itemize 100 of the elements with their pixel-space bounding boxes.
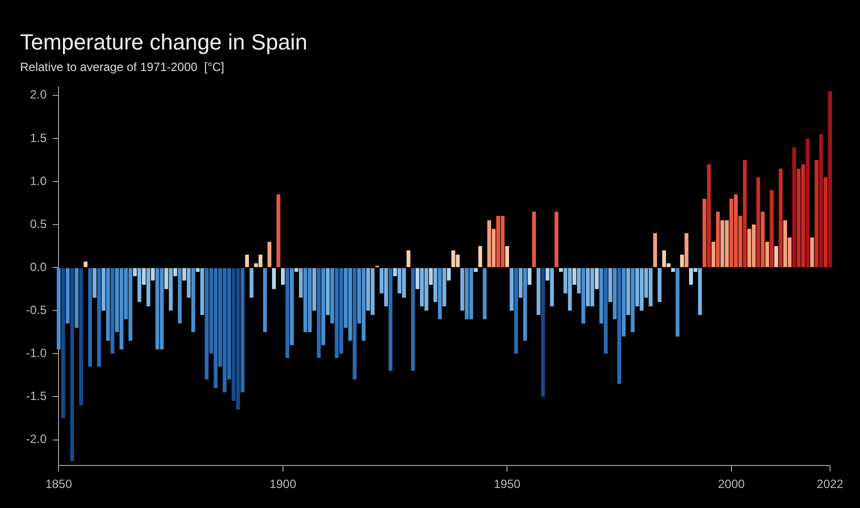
bar bbox=[505, 246, 510, 268]
bar bbox=[559, 268, 563, 272]
bar bbox=[581, 268, 586, 324]
bar bbox=[724, 220, 729, 268]
bar bbox=[245, 254, 249, 268]
bar bbox=[756, 177, 760, 268]
bar bbox=[79, 268, 84, 406]
bar bbox=[523, 268, 527, 341]
bar bbox=[536, 268, 540, 315]
bar bbox=[388, 268, 392, 371]
bar bbox=[240, 268, 244, 392]
bar bbox=[590, 268, 594, 306]
bar bbox=[191, 268, 196, 332]
bar bbox=[716, 212, 720, 268]
bar bbox=[482, 268, 487, 320]
bar bbox=[612, 268, 617, 320]
bar bbox=[653, 233, 658, 268]
y-tick-label: 1.5 bbox=[30, 130, 47, 145]
bar bbox=[366, 268, 370, 311]
bar bbox=[84, 262, 88, 268]
bar bbox=[594, 268, 599, 290]
bar bbox=[339, 268, 344, 354]
bar bbox=[406, 250, 410, 268]
bar bbox=[263, 268, 267, 332]
x-tick-label: 1950 bbox=[494, 477, 521, 492]
bar bbox=[56, 268, 61, 350]
bar bbox=[778, 168, 783, 268]
bar bbox=[747, 228, 752, 268]
bar bbox=[760, 212, 765, 268]
x-tick-label: 1850 bbox=[45, 477, 72, 492]
y-tick-label: -2.0 bbox=[26, 432, 47, 446]
bar bbox=[510, 268, 514, 311]
y-tick-label: 0.0 bbox=[30, 260, 47, 274]
bar bbox=[173, 268, 178, 276]
bar bbox=[285, 268, 290, 358]
bar bbox=[330, 268, 334, 324]
x-tick-label: 1900 bbox=[270, 477, 297, 492]
bar bbox=[546, 268, 550, 281]
bar bbox=[604, 268, 608, 354]
bar bbox=[824, 177, 828, 268]
bar bbox=[451, 250, 456, 268]
bar bbox=[554, 212, 558, 268]
bar bbox=[298, 268, 303, 298]
bar bbox=[576, 268, 581, 294]
bar bbox=[276, 194, 280, 268]
y-tick-label: 0.5 bbox=[30, 216, 47, 231]
bar bbox=[428, 268, 433, 285]
bar bbox=[734, 194, 738, 268]
bar bbox=[204, 268, 209, 380]
bar bbox=[186, 268, 191, 298]
bar bbox=[102, 268, 106, 311]
bar bbox=[752, 224, 756, 268]
bar bbox=[316, 268, 321, 358]
bar bbox=[66, 268, 70, 324]
bar bbox=[110, 268, 114, 354]
bar bbox=[160, 268, 164, 350]
bar bbox=[61, 268, 66, 418]
bar bbox=[684, 233, 688, 268]
bar bbox=[146, 268, 150, 306]
bar bbox=[294, 268, 298, 272]
bar bbox=[312, 268, 316, 311]
bar bbox=[438, 268, 442, 320]
bar bbox=[550, 268, 554, 306]
bar bbox=[97, 268, 101, 367]
bar bbox=[280, 268, 285, 285]
bar bbox=[155, 268, 160, 350]
bar bbox=[810, 237, 814, 268]
bar bbox=[200, 268, 204, 315]
bar bbox=[321, 268, 326, 346]
bar bbox=[599, 268, 604, 324]
bar bbox=[568, 268, 572, 311]
bar bbox=[92, 268, 96, 298]
bar bbox=[680, 254, 684, 268]
bar bbox=[640, 268, 644, 311]
bar bbox=[469, 268, 474, 320]
bar bbox=[729, 198, 734, 268]
bar bbox=[393, 268, 397, 276]
bar bbox=[442, 268, 446, 306]
bar bbox=[456, 254, 460, 268]
bar bbox=[608, 268, 612, 302]
bar bbox=[796, 168, 801, 268]
bar bbox=[182, 268, 186, 281]
bar bbox=[272, 268, 276, 290]
bar bbox=[196, 268, 200, 272]
bar bbox=[742, 160, 747, 268]
bar bbox=[622, 268, 626, 336]
x-tick-label: 2000 bbox=[718, 477, 746, 492]
bar bbox=[819, 134, 823, 268]
y-tick-label: -1.5 bbox=[26, 389, 47, 404]
y-tick-label: 2.0 bbox=[30, 88, 47, 102]
bar bbox=[168, 268, 173, 311]
bar bbox=[658, 268, 662, 302]
bar bbox=[671, 268, 675, 272]
bar bbox=[698, 268, 702, 315]
bar bbox=[635, 268, 640, 306]
y-tick-label: -0.5 bbox=[26, 302, 47, 317]
bar bbox=[474, 268, 478, 272]
bar bbox=[142, 268, 146, 285]
bar bbox=[106, 268, 110, 341]
bar bbox=[74, 268, 79, 328]
